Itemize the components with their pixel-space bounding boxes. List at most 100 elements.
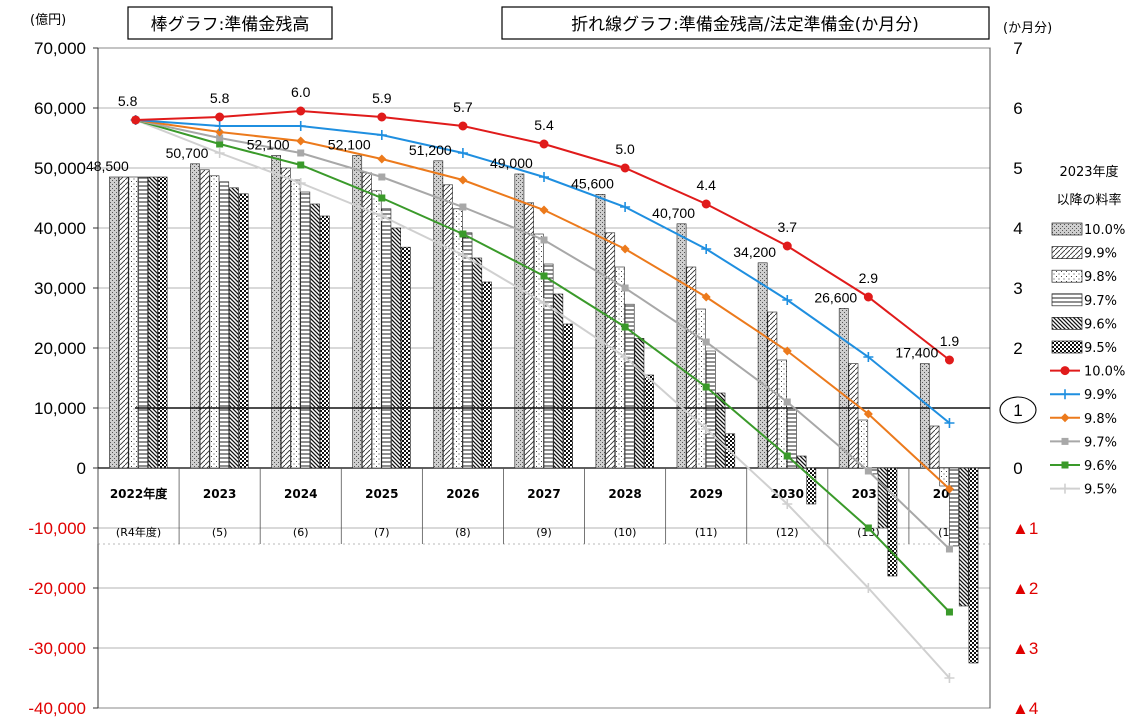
category-sub-label: (6)	[293, 526, 309, 539]
line-point	[457, 250, 468, 260]
category-sub-label: (13)	[857, 526, 880, 539]
line-data-label: 5.4	[534, 117, 554, 133]
line-point	[297, 161, 305, 169]
bar	[300, 191, 311, 469]
chart-headers: (億円) 棒グラフ:準備金残高 折れ線グラフ:準備金残高/法定準備金(か月分) …	[30, 6, 1052, 40]
category-label: 2023	[203, 487, 236, 501]
category-label: 2031	[852, 487, 885, 501]
bar	[806, 467, 817, 505]
bar	[757, 262, 768, 469]
line-point	[701, 244, 712, 254]
line-point	[540, 272, 548, 280]
bar	[371, 190, 382, 469]
line-data-label: 1.9	[940, 333, 960, 349]
bar	[319, 215, 330, 469]
bar-series-9-7	[138, 176, 959, 547]
bar	[482, 281, 492, 469]
line-point	[783, 452, 791, 460]
bar	[958, 467, 969, 607]
line-data-label: 5.8	[118, 93, 138, 109]
legend-item-line-9-9: 9.9%	[1050, 388, 1117, 403]
legend-label: 9.8%	[1084, 412, 1117, 427]
category-sub-label: (11)	[695, 526, 718, 539]
line-point	[944, 355, 954, 365]
bar	[676, 223, 687, 469]
category-label: 2024	[284, 487, 317, 501]
line-data-label: 5.8	[210, 90, 230, 106]
bar	[280, 167, 291, 469]
bar	[433, 160, 444, 469]
line-point	[214, 148, 225, 158]
category-sub-label: (12)	[776, 526, 799, 539]
bar-series-9-5	[157, 176, 979, 664]
line-point	[782, 499, 793, 509]
legend-swatch	[1051, 246, 1083, 259]
bar	[919, 363, 930, 469]
line-data-label: 3.7	[778, 219, 798, 235]
category-sub-label: (8)	[455, 526, 471, 539]
legend-swatch	[1051, 222, 1083, 236]
line-point	[782, 346, 792, 356]
bar-data-label: 48,500	[86, 158, 129, 174]
bar	[777, 359, 787, 469]
line-point	[701, 292, 711, 302]
bar	[147, 176, 158, 469]
bar-data-label: 52,100	[247, 136, 290, 152]
left-tick-label: 30,000	[34, 279, 86, 298]
line-point	[296, 136, 306, 146]
line-point	[620, 352, 631, 362]
bar	[271, 155, 281, 469]
bar	[615, 266, 625, 469]
bar	[118, 176, 129, 469]
bar-data-label: 26,600	[814, 289, 857, 305]
bar	[229, 187, 239, 469]
line-point	[459, 203, 467, 211]
bar-series-9-6	[147, 176, 969, 607]
line-point	[864, 524, 872, 532]
line-point	[377, 112, 387, 122]
line-point	[782, 241, 792, 251]
line-point	[131, 115, 141, 125]
line-point	[540, 236, 548, 244]
line-point	[297, 149, 305, 157]
line-point	[1061, 437, 1069, 445]
left-axis-unit: (億円)	[30, 12, 66, 28]
line-point	[377, 154, 387, 164]
right-tick-label: ▲1	[1012, 519, 1038, 538]
right-tick-label: 6	[1013, 99, 1022, 118]
right-tick-label: 5	[1013, 159, 1022, 178]
category-label: 2027	[527, 487, 560, 501]
line-point	[944, 418, 955, 428]
legend-title-line2: 以降の料率	[1056, 192, 1121, 208]
legend-title-line1: 2023年度	[1059, 164, 1118, 180]
bar	[400, 246, 411, 469]
line-point	[945, 608, 953, 616]
right-axis: 7 6 5 4 3 2 1 0 ▲1 ▲2 ▲3 ▲4	[989, 39, 1038, 718]
line-point	[863, 292, 873, 302]
right-tick-label: 0	[1013, 459, 1022, 478]
bar	[929, 425, 940, 469]
bar	[362, 172, 372, 469]
left-tick-label: -10,000	[28, 519, 86, 538]
line-series	[130, 106, 990, 683]
right-tick-label: 2	[1013, 339, 1022, 358]
legend-label: 9.6%	[1084, 317, 1117, 332]
bar-series-9-9	[118, 167, 940, 469]
category-sub-label: (10)	[614, 526, 637, 539]
bar-series-9-8	[128, 175, 950, 487]
right-tick-label: ▲3	[1012, 639, 1038, 658]
line-point	[944, 484, 954, 494]
bar	[533, 233, 544, 469]
bar	[877, 467, 888, 529]
legend-label: 9.9%	[1084, 247, 1117, 262]
line-point	[539, 172, 549, 182]
legend-label: 9.6%	[1084, 459, 1117, 474]
line-point	[621, 284, 629, 292]
bar-data-label: 45,600	[571, 175, 614, 191]
legend-swatch	[1051, 340, 1083, 354]
legend-label: 9.7%	[1084, 294, 1117, 309]
line-point	[1061, 461, 1069, 469]
bar	[553, 293, 564, 469]
